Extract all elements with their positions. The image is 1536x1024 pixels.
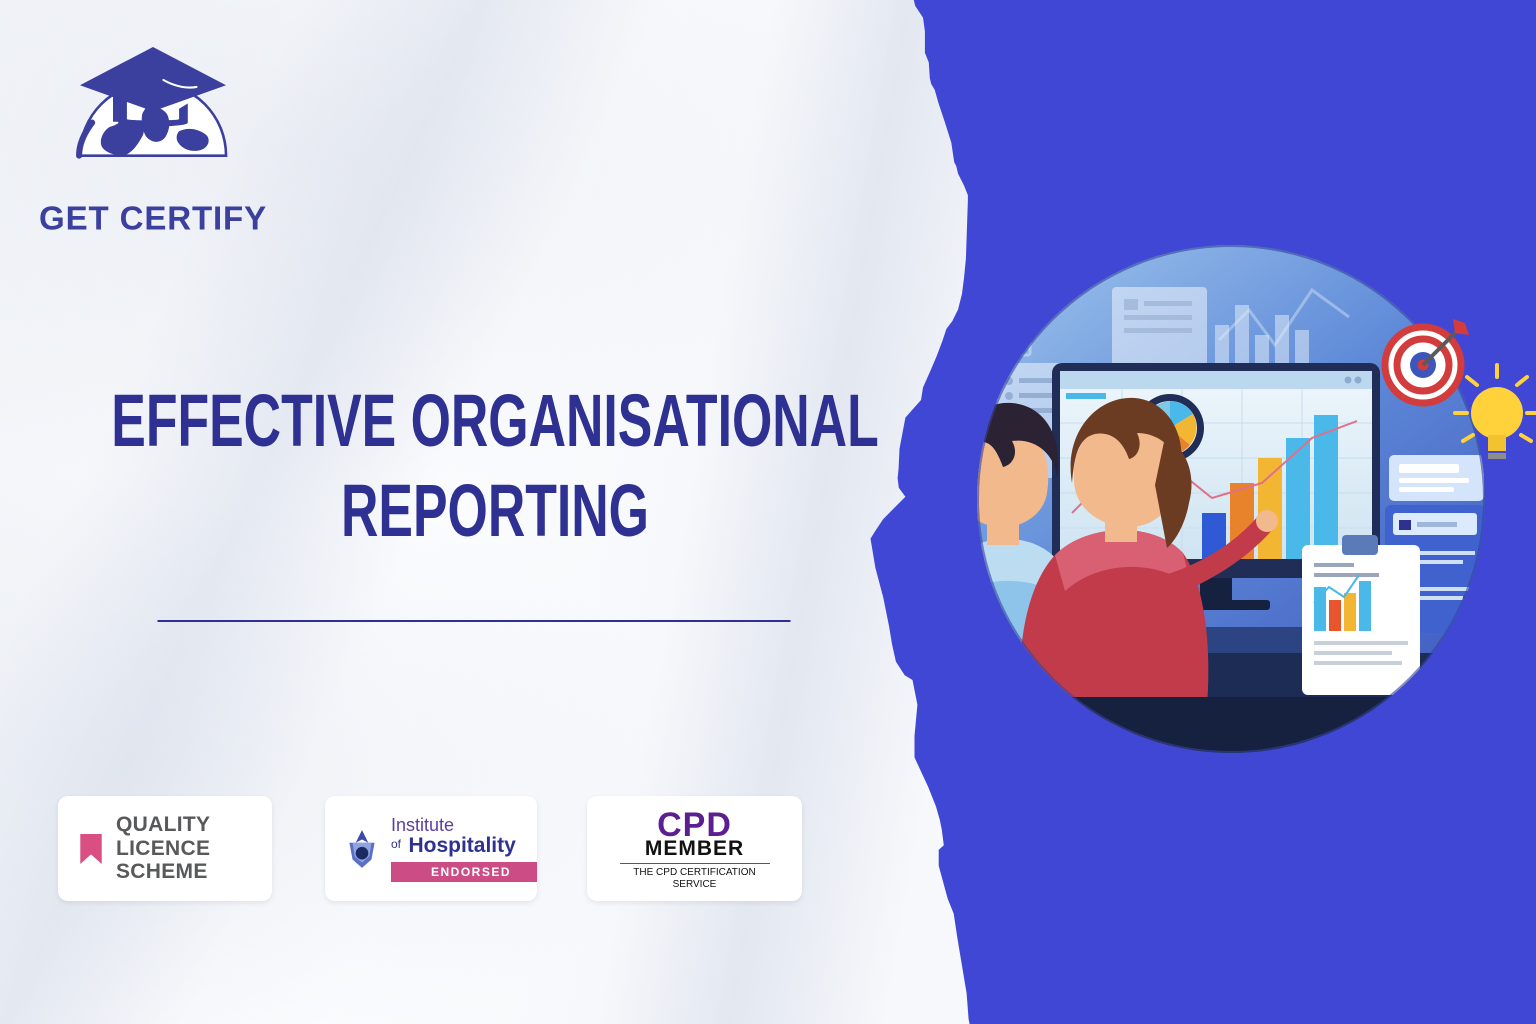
svg-text:GET CERTIFY: GET CERTIFY bbox=[39, 201, 267, 238]
